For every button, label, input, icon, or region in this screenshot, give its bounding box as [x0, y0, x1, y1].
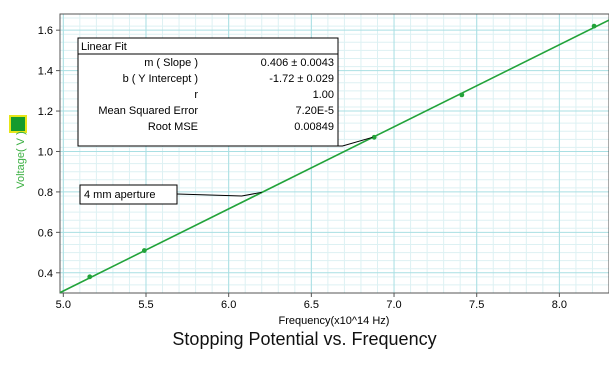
- y-axis-title: Voltage( V ): [15, 131, 27, 188]
- x-tick-label: 7.0: [386, 299, 401, 311]
- fit-row-label: m ( Slope ): [144, 57, 198, 69]
- chart-caption: Stopping Potential vs. Frequency: [172, 329, 437, 349]
- chart-svg: 5.0 5.5 6.0 6.5 7.0 7.5 8.0 0.4 0.6 0.8 1.0 1.2 1.4…: [9, 13, 609, 327]
- fit-row-value: 0.00849: [294, 121, 334, 133]
- y-tick-label: 0.6: [38, 227, 53, 239]
- x-tick-label: 5.5: [138, 299, 153, 311]
- fit-row-label: b ( Y Intercept ): [123, 73, 198, 85]
- x-tick-label: 8.0: [552, 299, 567, 311]
- fit-row-value: 7.20E-5: [295, 105, 334, 117]
- y-tick-label: 1.4: [38, 66, 53, 78]
- x-ticks: 5.0 5.5 6.0 6.5 7.0 7.5 8.0: [56, 293, 567, 311]
- fit-box-leader: [338, 136, 373, 147]
- fit-row-value: -1.72 ± 0.029: [269, 73, 334, 85]
- fit-row-value: 1.00: [313, 89, 334, 101]
- data-point[interactable]: [459, 92, 465, 98]
- fit-row-label: Mean Squared Error: [98, 105, 198, 117]
- y-tick-label: 0.8: [38, 187, 53, 199]
- legend-swatch[interactable]: [9, 115, 27, 133]
- data-points: [87, 23, 597, 280]
- annotation-leader: [176, 191, 262, 197]
- y-tick-label: 1.2: [38, 106, 53, 118]
- x-tick-label: 6.5: [304, 299, 319, 311]
- fit-row-label: Root MSE: [148, 121, 198, 133]
- fit-row-label: r: [194, 89, 198, 101]
- fit-box-title: Linear Fit: [81, 41, 127, 53]
- fit-stats-box[interactable]: Linear Fit m ( Slope ) 0.406 ± 0.0043 b ( …: [77, 37, 339, 147]
- x-axis-title: Frequency(x10^14 Hz): [279, 315, 390, 327]
- fit-line: [59, 19, 609, 294]
- data-point[interactable]: [591, 23, 597, 29]
- annotation-label: 4 mm aperture: [84, 189, 156, 201]
- data-point[interactable]: [371, 134, 377, 140]
- x-tick-label: 6.0: [221, 299, 236, 311]
- annotation-box[interactable]: 4 mm aperture: [79, 184, 178, 205]
- x-tick-label: 7.5: [469, 299, 484, 311]
- y-tick-label: 1.6: [38, 25, 53, 37]
- plot-area-border: [59, 13, 609, 294]
- x-tick-label: 5.0: [56, 299, 71, 311]
- y-tick-label: 1.0: [38, 146, 53, 158]
- data-point[interactable]: [141, 248, 147, 253]
- fit-rows: m ( Slope ) 0.406 ± 0.0043 b ( Y Intercept…: [78, 53, 338, 133]
- y-ticks: 0.4 0.6 0.8 1.0 1.2 1.4 1.6: [38, 25, 60, 280]
- fit-row-value: 0.406 ± 0.0043: [261, 57, 334, 69]
- data-point[interactable]: [87, 274, 93, 280]
- y-tick-label: 0.4: [38, 268, 53, 280]
